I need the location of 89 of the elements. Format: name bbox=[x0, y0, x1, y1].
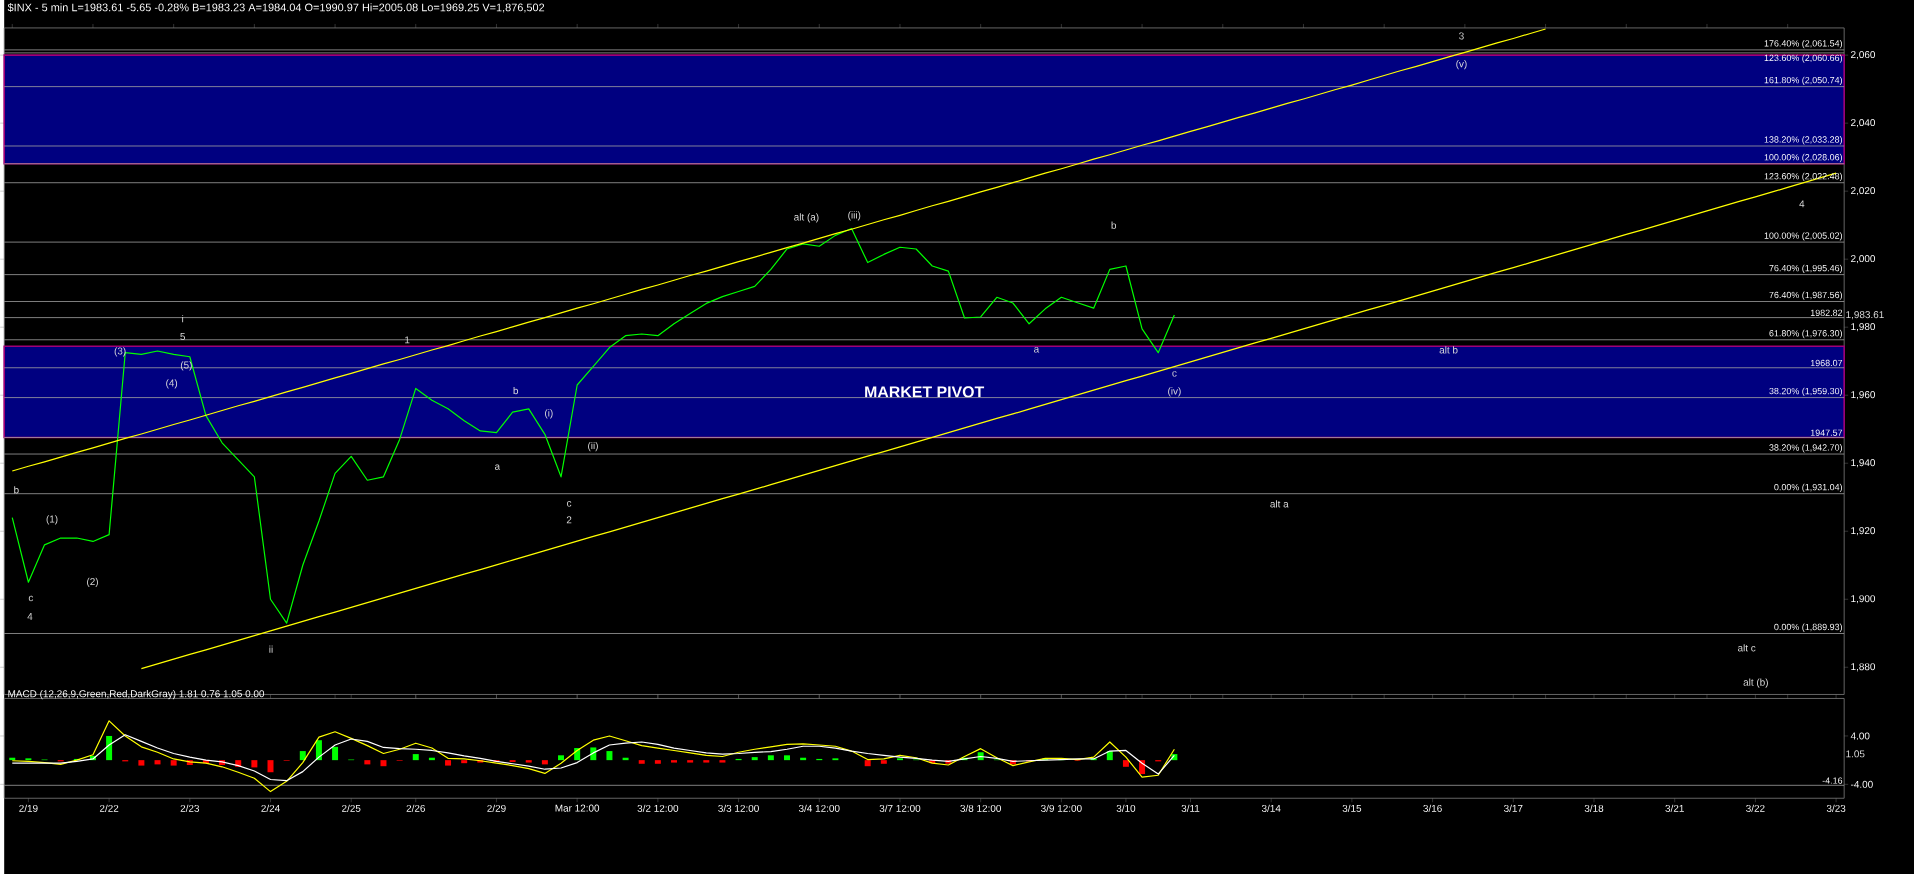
x-tick-label: 3/3 12:00 bbox=[718, 804, 759, 812]
text: 1.05 bbox=[1846, 750, 1865, 758]
annotation: ii bbox=[269, 645, 273, 653]
y-tick-label: 2,000 bbox=[1851, 255, 1876, 264]
y-tick-label: 2,020 bbox=[1851, 187, 1876, 196]
annotation: alt (b) bbox=[1743, 678, 1768, 688]
x-tick-label: 3/18 bbox=[1584, 804, 1604, 812]
annotation: (v) bbox=[1456, 59, 1467, 70]
annotation: a bbox=[1034, 347, 1040, 353]
y-tick-label: 1,960 bbox=[1851, 391, 1876, 400]
x-tick-label: 3/22 bbox=[1746, 804, 1765, 812]
ref-line-label: 161.80% (2,050.74) bbox=[1764, 76, 1843, 85]
x-tick-label: 3/7 12:00 bbox=[879, 804, 921, 812]
annotation: i bbox=[182, 314, 184, 323]
x-tick-label: 2/23 bbox=[180, 804, 200, 812]
x-tick-label: 3/16 bbox=[1423, 804, 1442, 812]
y-tick-label: -4.00 bbox=[1850, 780, 1873, 788]
annotation: alt (a) bbox=[794, 213, 819, 223]
annotation: 3 bbox=[1459, 32, 1464, 40]
y-tick-label: 1,900 bbox=[1851, 595, 1876, 604]
annotation: (1) bbox=[46, 515, 58, 525]
ref-line-label: 61.80% (1,976.30) bbox=[1769, 329, 1843, 339]
annotation: (2) bbox=[87, 577, 98, 588]
annotation: 1 bbox=[405, 336, 410, 344]
y-tick-label: 1,980 bbox=[1851, 323, 1876, 332]
ref-line-label: 1982.82 bbox=[1810, 309, 1843, 316]
annotation: c bbox=[28, 595, 34, 602]
x-tick-label: 3/23 bbox=[1826, 804, 1846, 812]
chart-title: MACD (12,26,9,Green,Red,DarkGray) 1.81 0.76 1.05 0.00 bbox=[8, 689, 265, 700]
ref-line-label: -4.16 bbox=[1822, 777, 1843, 784]
annotation: c bbox=[567, 501, 572, 507]
annotation: b bbox=[1111, 221, 1117, 229]
annotation: alt a bbox=[1270, 500, 1289, 508]
annotation: (i) bbox=[545, 409, 553, 419]
ref-line-label: 76.40% (1,987.56) bbox=[1769, 291, 1843, 300]
annotation: alt b bbox=[1439, 346, 1458, 354]
annotation: (5) bbox=[180, 361, 192, 371]
annotation: b bbox=[513, 386, 519, 395]
ref-line-label: 138.20% (2,033.28) bbox=[1764, 136, 1843, 145]
x-tick-label: Mar 12:00 bbox=[555, 804, 600, 812]
ref-line-label: 100.00% (2,028.06) bbox=[1764, 153, 1843, 163]
annotation: b bbox=[14, 486, 19, 494]
y-tick-label: 1,920 bbox=[1851, 527, 1876, 536]
x-tick-label: 2/24 bbox=[261, 804, 280, 812]
ref-line-label: 123.60% (2,060.66) bbox=[1764, 54, 1843, 63]
annotation: (ii) bbox=[588, 441, 598, 452]
x-tick-label: 3/14 bbox=[1261, 804, 1281, 812]
annotation: 2 bbox=[566, 516, 572, 524]
x-tick-label: 3/9 12:00 bbox=[1041, 804, 1082, 812]
x-tick-label: 2/19 bbox=[19, 804, 38, 812]
ref-line-label: 38.20% (1,942.70) bbox=[1769, 444, 1843, 453]
x-tick-label: 2/22 bbox=[99, 804, 119, 812]
annotation: 4 bbox=[1799, 200, 1805, 208]
annotation: 5 bbox=[180, 333, 186, 340]
text: 1,983.61 bbox=[1846, 311, 1884, 320]
y-tick-label: 1,940 bbox=[1851, 459, 1876, 468]
ref-line-label: 38.20% (1,959.30) bbox=[1769, 387, 1843, 396]
x-tick-label: 3/21 bbox=[1665, 804, 1684, 812]
ref-line-label: 1947.57 bbox=[1810, 429, 1843, 436]
band-label: MARKET PIVOT bbox=[865, 386, 985, 398]
ref-line-label: 0.00% (1,931.04) bbox=[1774, 483, 1843, 493]
x-tick-label: 3/11 bbox=[1181, 804, 1200, 812]
x-tick-label: 3/4 12:00 bbox=[798, 804, 840, 812]
ref-line-label: 176.40% (2,061.54) bbox=[1764, 39, 1843, 49]
annotation: (iv) bbox=[1168, 387, 1181, 397]
x-tick-label: 2/26 bbox=[406, 804, 425, 812]
annotation: a bbox=[494, 464, 501, 470]
annotation: (iii) bbox=[848, 211, 861, 221]
x-tick-label: 3/10 bbox=[1116, 804, 1136, 812]
y-tick-label: 2,060 bbox=[1851, 50, 1876, 60]
annotation: (4) bbox=[166, 379, 178, 389]
y-tick-label: 2,040 bbox=[1851, 119, 1876, 128]
annotation: alt c bbox=[1737, 644, 1756, 652]
x-tick-label: 3/17 bbox=[1504, 804, 1523, 812]
ref-line-label: 1968.07 bbox=[1810, 359, 1843, 367]
x-tick-label: 3/2 12:00 bbox=[637, 804, 679, 812]
annotation: 4 bbox=[27, 613, 33, 620]
x-tick-label: 3/15 bbox=[1342, 804, 1362, 812]
ref-line-label: 100.00% (2,005.02) bbox=[1764, 232, 1843, 241]
ref-line-label: 76.40% (1,995.46) bbox=[1769, 264, 1843, 273]
annotation: c bbox=[1172, 371, 1177, 377]
annotation: (3) bbox=[114, 347, 126, 357]
x-tick-label: 2/29 bbox=[487, 804, 506, 812]
ref-line-label: 0.00% (1,889.93) bbox=[1774, 623, 1843, 632]
x-tick-label: 3/8 12:00 bbox=[960, 804, 1001, 812]
chart-title: $INX - 5 min L=1983.61 -5.65 -0.28% B=1983.23 A=1984.04 O=1990.97 Hi=2005.08 Lo=1969.25 V=1,876,502 bbox=[7, 3, 545, 13]
y-tick-label: 4.00 bbox=[1850, 732, 1870, 740]
x-tick-label: 2/25 bbox=[342, 804, 361, 812]
y-tick-label: 1,880 bbox=[1851, 663, 1876, 672]
